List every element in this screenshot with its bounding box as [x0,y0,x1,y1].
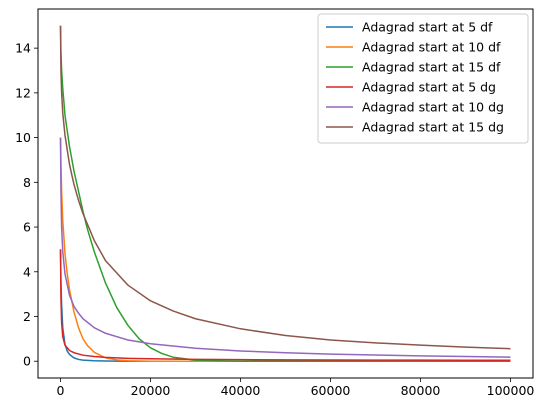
axes-frame [37,8,534,379]
series-line-2 [59,137,511,362]
x-tick-label: 0 [57,383,65,398]
y-tick-label: 14 [15,41,31,56]
x-tick-label: 60000 [311,383,351,398]
legend-label: Adagrad start at 10 dg [362,100,504,115]
y-tick-label: 4 [23,264,31,279]
y-tick-label: 0 [23,354,31,369]
series-line-6 [59,25,511,350]
series-line-5 [59,137,511,358]
legend-label: Adagrad start at 10 df [362,40,501,55]
legend-label: Adagrad start at 15 df [362,60,501,75]
legend-box [317,13,529,144]
plot-area [59,25,511,362]
x-axis: 0 20000 40000 60000 80000 100000 [57,378,535,398]
y-tick-label: 10 [15,130,31,145]
y-tick-label: 8 [23,175,31,190]
series-line-1 [59,249,511,362]
series-line-4 [59,249,511,362]
legend-label: Adagrad start at 5 df [362,20,493,35]
x-tick-label: 80000 [401,383,441,398]
series-line-3 [59,25,511,362]
y-tick-label: 2 [23,309,31,324]
legend: Adagrad start at 5 df Adagrad start at 10… [317,13,529,144]
y-axis: 0 2 4 6 8 10 12 14 [15,41,38,369]
x-tick-label: 100000 [487,383,535,398]
y-tick-label: 12 [15,85,31,100]
legend-label: Adagrad start at 5 dg [362,80,496,95]
x-tick-label: 20000 [131,383,171,398]
legend-label: Adagrad start at 15 dg [362,120,504,135]
x-tick-label: 40000 [221,383,261,398]
y-tick-label: 6 [23,220,31,235]
